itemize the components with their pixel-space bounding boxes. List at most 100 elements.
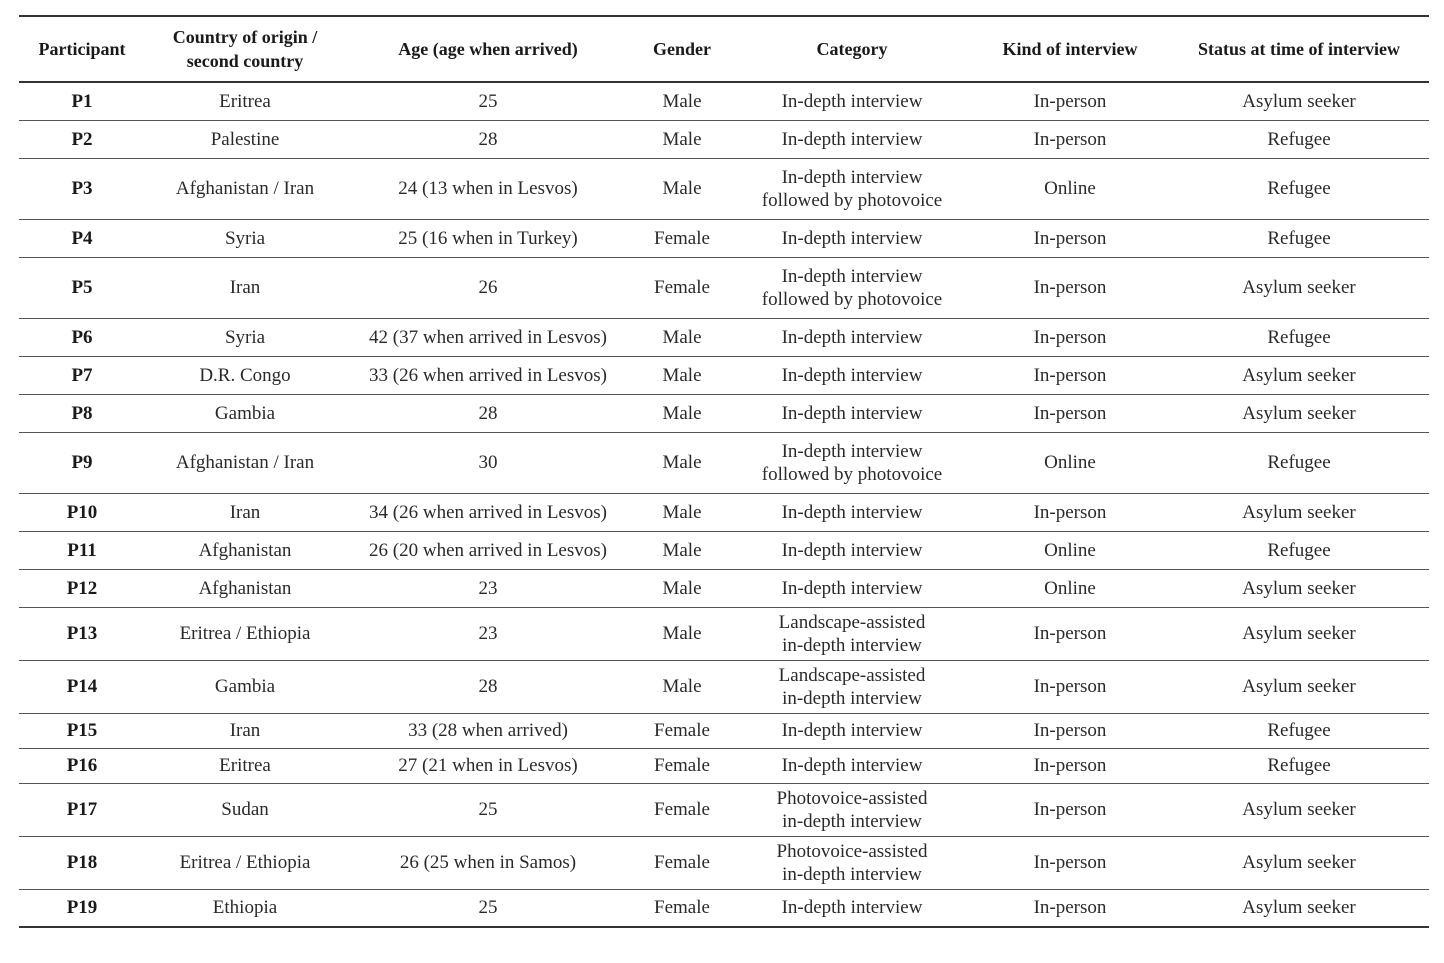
cell-category: In-depth interview followed by photovoice bbox=[733, 257, 971, 318]
cell-status: Asylum seeker bbox=[1242, 277, 1356, 298]
cell-category: In-depth interview followed by photovoice bbox=[733, 158, 971, 219]
participants-table: Participant Country of origin / second cou… bbox=[19, 15, 1429, 928]
cell-status: Asylum seeker bbox=[1242, 90, 1356, 112]
cell-status: Refugee bbox=[1267, 178, 1331, 199]
cell-country: Afghanistan / Iran bbox=[175, 178, 315, 199]
cell-gender: Female bbox=[654, 277, 710, 298]
cell-country: Iran bbox=[229, 720, 261, 741]
cell-age: 26 bbox=[478, 277, 498, 298]
cell-gender: Male bbox=[662, 178, 702, 199]
cell-kind: In-person bbox=[1033, 852, 1107, 873]
cell-category-line: in-depth interview bbox=[782, 634, 922, 656]
cell-kind: In-person bbox=[1033, 623, 1107, 644]
cell-gender: Female bbox=[654, 852, 710, 873]
cell-age: 28 bbox=[478, 402, 498, 424]
cell-kind: In-person bbox=[1033, 501, 1107, 523]
header-country: Country of origin / second country bbox=[145, 16, 345, 82]
cell-category-line: in-depth interview bbox=[782, 863, 922, 885]
cell-kind: In-person bbox=[1033, 402, 1107, 424]
cell-category: In-depth interview bbox=[733, 318, 971, 356]
header-age: Age (age when arrived) bbox=[345, 16, 631, 82]
cell-kind: In-person bbox=[1033, 676, 1107, 697]
table-row: P16 Eritrea 27 (21 when in Lesvos) Female In… bbox=[19, 748, 1429, 783]
header-participant-line: Participant bbox=[38, 39, 126, 59]
table-row: P2 Palestine 28 Male In-depth interview In-pe… bbox=[19, 120, 1429, 158]
cell-country: Afghanistan / Iran bbox=[175, 452, 315, 473]
cell-category: Landscape-assisted in-depth interview bbox=[733, 607, 971, 660]
table-row: P4 Syria 25 (16 when in Turkey) Female In-de… bbox=[19, 219, 1429, 257]
cell-participant: P6 bbox=[71, 326, 93, 348]
cell-kind: Online bbox=[1044, 452, 1096, 473]
cell-status: Refugee bbox=[1267, 755, 1331, 776]
cell-gender: Male bbox=[662, 539, 702, 561]
cell-age: 33 (28 when arrived) bbox=[408, 720, 568, 741]
cell-category-line: In-depth interview bbox=[781, 577, 923, 599]
cell-category-line: In-depth interview bbox=[781, 720, 923, 741]
cell-kind: In-person bbox=[1033, 755, 1107, 776]
table-row: P14 Gambia 28 Male Landscape-assisted in-dept… bbox=[19, 660, 1429, 713]
cell-country: Iran bbox=[229, 501, 261, 523]
cell-gender: Male bbox=[662, 364, 702, 386]
cell-gender: Male bbox=[662, 90, 702, 112]
cell-gender: Male bbox=[662, 326, 702, 348]
header-category-line: Category bbox=[816, 39, 888, 59]
cell-category-line: followed by photovoice bbox=[761, 463, 943, 485]
cell-gender: Female bbox=[654, 799, 710, 820]
cell-country: Gambia bbox=[214, 676, 276, 697]
cell-age: 25 bbox=[478, 90, 498, 112]
table-row: P9 Afghanistan / Iran 30 Male In-depth inter… bbox=[19, 432, 1429, 493]
header-participant: Participant bbox=[19, 16, 145, 82]
cell-category: In-depth interview bbox=[733, 120, 971, 158]
cell-category: In-depth interview bbox=[733, 889, 971, 927]
cell-category: Photovoice-assisted in-depth interview bbox=[733, 783, 971, 836]
header-status: Status at time of interview bbox=[1169, 16, 1429, 82]
cell-gender: Male bbox=[662, 452, 702, 473]
cell-category: In-depth interview bbox=[733, 82, 971, 120]
cell-participant: P12 bbox=[66, 577, 98, 599]
cell-gender: Female bbox=[654, 227, 710, 249]
header-age-line: Age (age when arrived) bbox=[398, 39, 578, 59]
table-row: P10 Iran 34 (26 when arrived in Lesvos) Mal… bbox=[19, 493, 1429, 531]
cell-category-line: In-depth interview bbox=[781, 755, 923, 776]
cell-participant: P13 bbox=[66, 623, 98, 644]
cell-kind: In-person bbox=[1033, 720, 1107, 741]
cell-age: 28 bbox=[478, 676, 498, 697]
cell-participant: P14 bbox=[66, 676, 98, 697]
header-kind: Kind of interview bbox=[971, 16, 1169, 82]
cell-kind: Online bbox=[1044, 577, 1096, 599]
cell-category-line: In-depth interview bbox=[781, 265, 923, 287]
header-category: Category bbox=[733, 16, 971, 82]
cell-category: In-depth interview bbox=[733, 569, 971, 607]
cell-age: 42 (37 when arrived in Lesvos) bbox=[369, 326, 607, 348]
cell-kind: In-person bbox=[1033, 90, 1107, 112]
cell-participant: P19 bbox=[66, 897, 98, 919]
table-row: P13 Eritrea / Ethiopia 23 Male Landscape-ass… bbox=[19, 607, 1429, 660]
table-row: P1 Eritrea 25 Male In-depth interview In-pers… bbox=[19, 82, 1429, 120]
table-row: P7 D.R. Congo 33 (26 when arrived in Lesvo… bbox=[19, 356, 1429, 394]
cell-category: In-depth interview bbox=[733, 713, 971, 748]
cell-gender: Male bbox=[662, 676, 702, 697]
cell-age: 25 bbox=[478, 897, 498, 919]
cell-country: Syria bbox=[224, 326, 266, 348]
cell-participant: P15 bbox=[66, 720, 98, 741]
cell-category-line: In-depth interview bbox=[781, 501, 923, 523]
cell-participant: P11 bbox=[67, 539, 97, 561]
cell-kind: In-person bbox=[1033, 364, 1107, 386]
table-row: P8 Gambia 28 Male In-depth interview In-perso… bbox=[19, 394, 1429, 432]
table-row: P3 Afghanistan / Iran 24 (13 when in Lesvo… bbox=[19, 158, 1429, 219]
cell-status: Asylum seeker bbox=[1242, 577, 1356, 599]
cell-status: Asylum seeker bbox=[1242, 852, 1356, 873]
cell-category: Landscape-assisted in-depth interview bbox=[733, 660, 971, 713]
cell-category-line: In-depth interview bbox=[781, 128, 923, 150]
cell-gender: Male bbox=[662, 623, 702, 644]
cell-participant: P4 bbox=[71, 227, 93, 249]
cell-country: Eritrea bbox=[219, 755, 271, 776]
cell-status: Refugee bbox=[1267, 539, 1331, 561]
cell-category-line: In-depth interview bbox=[781, 402, 923, 424]
participants-table-container: Participant Country of origin / second cou… bbox=[19, 15, 1429, 928]
cell-age: 28 bbox=[478, 128, 498, 150]
cell-participant: P9 bbox=[71, 452, 93, 473]
cell-country: Eritrea bbox=[219, 90, 271, 112]
cell-country: Eritrea / Ethiopia bbox=[179, 623, 311, 644]
cell-category-line: Photovoice-assisted bbox=[776, 840, 928, 862]
